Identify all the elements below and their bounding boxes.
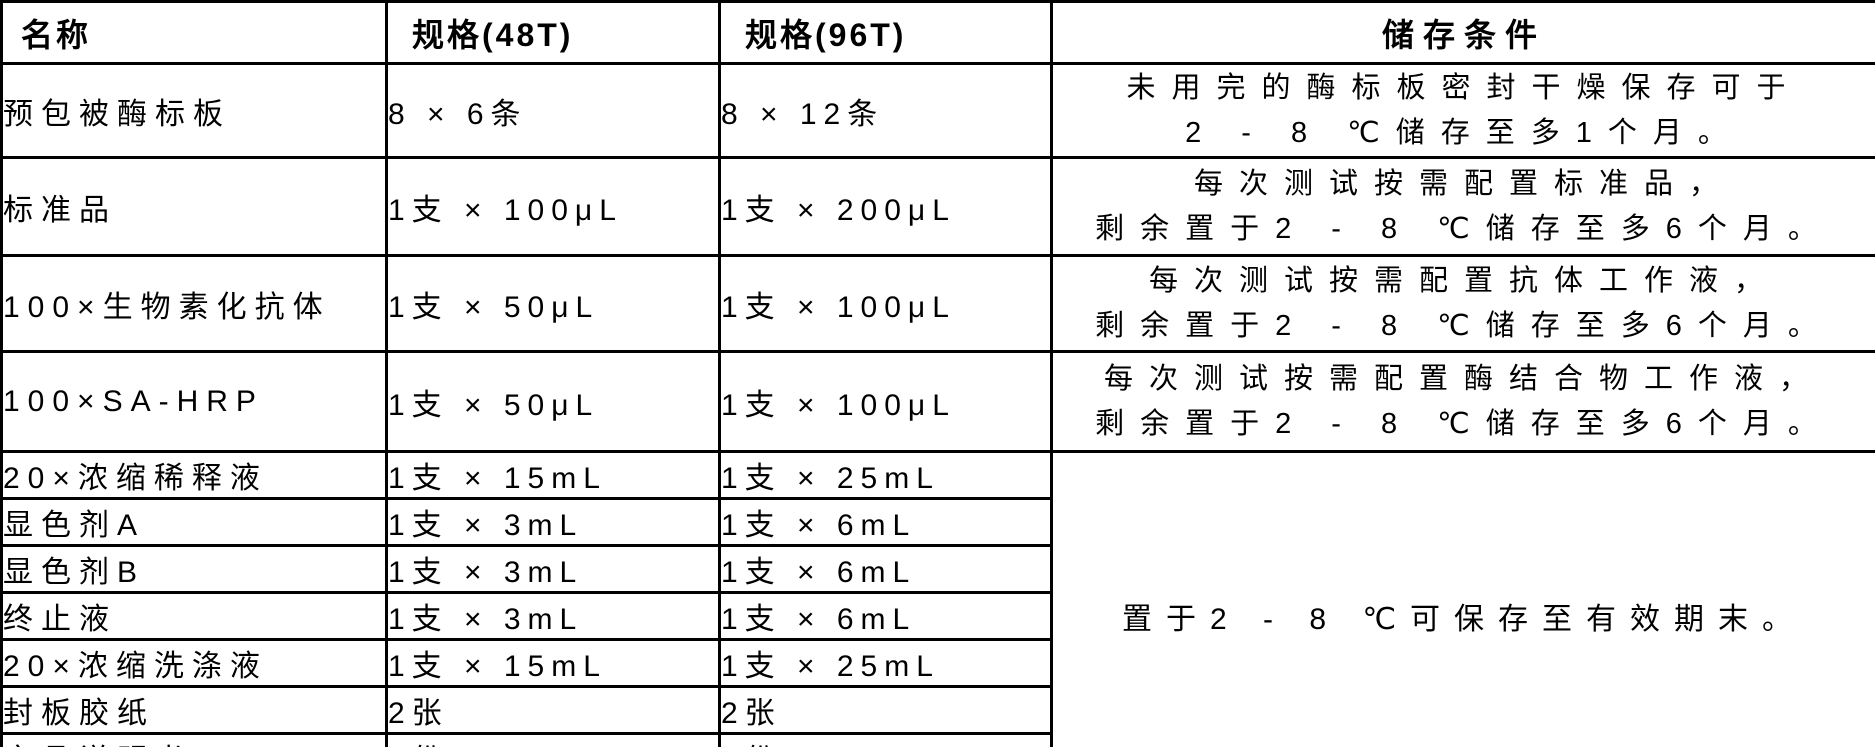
spec-96t-cell: 1支 × 200μL: [718, 156, 1053, 257]
table-row-manual: 产品说明书 1份 1份: [0, 732, 1875, 747]
spec-48t-cell: 1支 × 15mL: [385, 638, 721, 688]
header-spec-96t: 规格(96T): [718, 0, 1053, 65]
component-name-cell: 标准品: [0, 156, 388, 257]
spec-96t-cell: 1支 × 6mL: [718, 544, 1053, 594]
table-row-diluent: 20×浓缩稀释液 1支 × 15mL 1支 × 25mL 置于2 - 8 ℃可保…: [0, 450, 1875, 747]
table-row-wash-buffer: 20×浓缩洗涤液 1支 × 15mL 1支 × 25mL: [0, 638, 1875, 688]
spec-96t-cell: 1支 × 6mL: [718, 591, 1053, 641]
storage-line: 2 - 8 ℃储存至多1个月。: [1185, 116, 1743, 149]
table-row-stop-solution: 终止液 1支 × 3mL 1支 × 6mL: [0, 591, 1875, 641]
component-name-cell: 20×浓缩洗涤液: [0, 638, 388, 688]
table-row-substrate-a: 显色剂A 1支 × 3mL 1支 × 6mL: [0, 497, 1875, 547]
table-row-substrate-b: 显色剂B 1支 × 3mL 1支 × 6mL: [0, 544, 1875, 594]
component-name-cell: 封板胶纸: [0, 685, 388, 735]
spec-96t-cell: 8 × 12条: [718, 62, 1053, 159]
table-row-biotin-antibody: 100×生物素化抗体 1支 × 50μL 1支 × 100μL 每次测试按需配置…: [0, 254, 1875, 353]
component-name-cell: 显色剂B: [0, 544, 388, 594]
spec-96t-cell: 1支 × 25mL: [718, 638, 1053, 688]
storage-cell: 每次测试按需配置标准品， 剩余置于2 - 8 ℃储存至多6个月。: [1050, 156, 1875, 257]
header-spec-48t: 规格(48T): [385, 0, 721, 65]
table-row-sa-hrp: 100×SA-HRP 1支 × 50μL 1支 × 100μL 每次测试按需配置…: [0, 350, 1875, 453]
spec-48t-cell: 1支 × 50μL: [385, 254, 721, 353]
storage-line: 每次测试按需配置酶结合物工作液，: [1103, 363, 1824, 396]
table-row-standard: 标准品 1支 × 100μL 1支 × 200μL 每次测试按需配置标准品， 剩…: [0, 156, 1875, 257]
component-name-cell: 预包被酶标板: [0, 62, 388, 159]
spec-48t-cell: 1份: [385, 732, 721, 747]
table-row-precoated-plate: 预包被酶标板 8 × 6条 8 × 12条 未用完的酶标板密封干燥保存可于 2 …: [0, 62, 1875, 159]
storage-cell: 每次测试按需配置酶结合物工作液， 剩余置于2 - 8 ℃储存至多6个月。: [1050, 350, 1875, 453]
storage-cell: 每次测试按需配置抗体工作液， 剩余置于2 - 8 ℃储存至多6个月。: [1050, 254, 1875, 353]
spec-48t-cell: 1支 × 3mL: [385, 591, 721, 641]
spec-96t-cell: 2张: [718, 685, 1053, 735]
spec-48t-cell: 2张: [385, 685, 721, 735]
storage-cell: 未用完的酶标板密封干燥保存可于 2 - 8 ℃储存至多1个月。: [1050, 62, 1875, 159]
storage-cell-merged: 置于2 - 8 ℃可保存至有效期末。: [1050, 450, 1875, 747]
component-name-cell: 显色剂A: [0, 497, 388, 547]
spec-48t-cell: 1支 × 3mL: [385, 497, 721, 547]
table-header-row: 名称 规格(48T) 规格(96T) 储存条件: [0, 0, 1875, 65]
spec-96t-cell: 1支 × 100μL: [718, 350, 1053, 453]
spec-96t-cell: 1支 × 6mL: [718, 497, 1053, 547]
spec-48t-cell: 1支 × 15mL: [385, 450, 721, 500]
storage-line: 剩余置于2 - 8 ℃储存至多6个月。: [1095, 309, 1833, 342]
spec-48t-cell: 1支 × 50μL: [385, 350, 721, 453]
spec-96t-cell: 1支 × 25mL: [718, 450, 1053, 500]
header-storage-conditions: 储存条件: [1050, 0, 1875, 65]
spec-96t-cell: 1支 × 100μL: [718, 254, 1053, 353]
storage-line: 剩余置于2 - 8 ℃储存至多6个月。: [1095, 212, 1833, 245]
table-row-plate-sealer: 封板胶纸 2张 2张: [0, 685, 1875, 735]
component-name-cell: 终止液: [0, 591, 388, 641]
storage-line: 每次测试按需配置抗体工作液，: [1148, 265, 1779, 298]
spec-48t-cell: 1支 × 100μL: [385, 156, 721, 257]
spec-96t-cell: 1份: [718, 732, 1053, 747]
storage-line: 未用完的酶标板密封干燥保存可于: [1126, 72, 1802, 105]
storage-line: 每次测试按需配置标准品，: [1193, 168, 1734, 201]
component-name-cell: 20×浓缩稀释液: [0, 450, 388, 500]
component-name-cell: 100×SA-HRP: [0, 350, 388, 453]
component-name-cell: 产品说明书: [0, 732, 388, 747]
component-name-cell: 100×生物素化抗体: [0, 254, 388, 353]
storage-line: 剩余置于2 - 8 ℃储存至多6个月。: [1095, 407, 1833, 440]
spec-48t-cell: 8 × 6条: [385, 62, 721, 159]
header-name: 名称: [0, 0, 388, 65]
spec-48t-cell: 1支 × 3mL: [385, 544, 721, 594]
